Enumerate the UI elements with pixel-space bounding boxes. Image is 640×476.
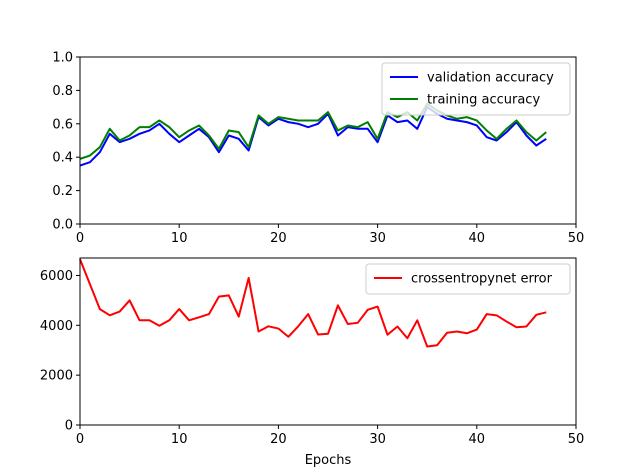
- accuracy-ytick-0.0: 0.0: [52, 218, 73, 233]
- error-ytick-4000: 4000: [40, 319, 73, 334]
- accuracy-ytick-0.6: 0.6: [52, 117, 73, 132]
- accuracy-series-validation-accuracy: [79, 106, 547, 167]
- accuracy-ytick-1.0: 1.0: [52, 51, 73, 66]
- error-ytick-2000: 2000: [40, 369, 73, 384]
- accuracy-xtick-30: 30: [369, 231, 386, 246]
- error-legend: crossentropynet error: [365, 263, 571, 295]
- error-ytick-6000: 6000: [40, 269, 73, 284]
- error-xtick-0: 0: [76, 432, 84, 447]
- error-ytick-0: 0: [65, 419, 73, 434]
- accuracy-ytick-0.8: 0.8: [52, 84, 73, 99]
- accuracy-xtick-50: 50: [568, 231, 585, 246]
- error-xtick-20: 20: [270, 432, 287, 447]
- error-xtick-30: 30: [369, 432, 386, 447]
- error-xtick-40: 40: [469, 432, 486, 447]
- legend-crossentropynet-error: crossentropynet error: [411, 272, 553, 287]
- accuracy-legend: validation accuracy training accuracy: [381, 62, 571, 116]
- accuracy-xtick-10: 10: [171, 231, 188, 246]
- error-plot: 0 10 20 30 40 50 0 2000 4000 6000 Epochs crossent…: [40, 257, 585, 468]
- error-xtick-10: 10: [171, 432, 188, 447]
- accuracy-xtick-0: 0: [76, 231, 84, 246]
- legend-training-accuracy: training accuracy: [427, 93, 540, 108]
- legend-validation-accuracy: validation accuracy: [427, 71, 554, 86]
- accuracy-series-training-accuracy: [79, 102, 547, 160]
- error-xtick-50: 50: [568, 432, 585, 447]
- accuracy-ytick-0.2: 0.2: [52, 184, 73, 199]
- accuracy-plot: 0 10 20 30 40 50 0.0 0.2 0.4 0.6 0.8 1.0 validation…: [52, 51, 584, 247]
- epochs-axis-label: Epochs: [305, 453, 352, 468]
- accuracy-xtick-20: 20: [270, 231, 287, 246]
- accuracy-xtick-40: 40: [469, 231, 486, 246]
- accuracy-ytick-0.4: 0.4: [52, 151, 73, 166]
- error-series-crossentropynet-error: [79, 258, 547, 348]
